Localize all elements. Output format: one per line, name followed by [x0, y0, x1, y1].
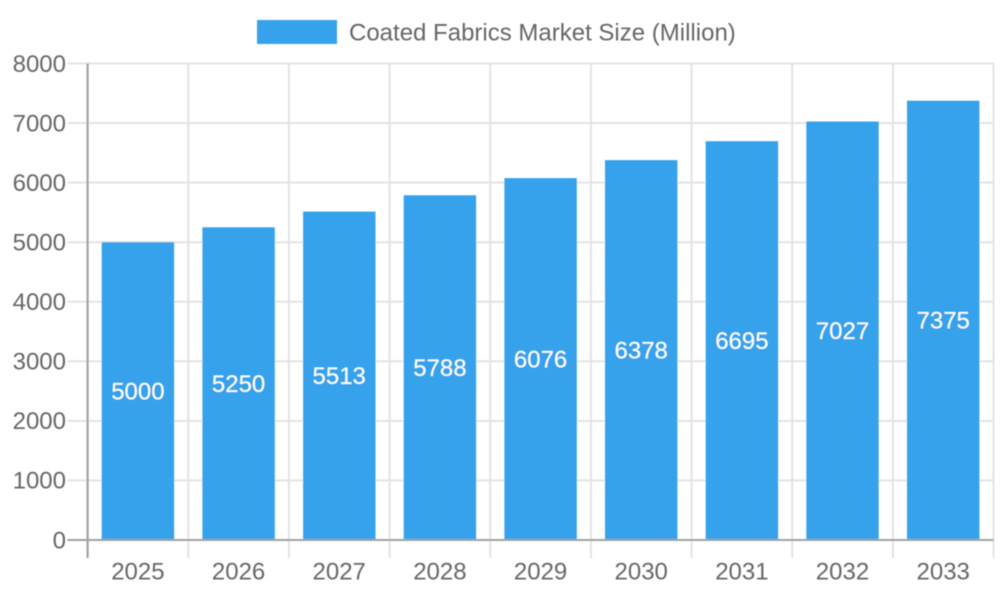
svg-text:2026: 2026: [212, 558, 265, 585]
svg-text:6076: 6076: [514, 346, 567, 373]
svg-text:2031: 2031: [715, 558, 768, 585]
svg-text:2033: 2033: [917, 558, 970, 585]
svg-text:2025: 2025: [111, 558, 164, 585]
svg-text:7375: 7375: [917, 308, 970, 335]
svg-text:7000: 7000: [13, 110, 66, 137]
svg-text:6695: 6695: [715, 328, 768, 355]
svg-text:8000: 8000: [13, 51, 66, 78]
svg-text:5513: 5513: [313, 363, 366, 390]
svg-text:6000: 6000: [13, 170, 66, 197]
svg-text:7027: 7027: [816, 318, 869, 345]
svg-text:5788: 5788: [413, 355, 466, 382]
svg-text:Coated Fabrics Market Size (Mi: Coated Fabrics Market Size (Million): [349, 19, 736, 46]
svg-text:2030: 2030: [615, 558, 668, 585]
svg-text:1000: 1000: [13, 468, 66, 495]
svg-text:2000: 2000: [13, 408, 66, 435]
svg-text:6378: 6378: [615, 337, 668, 364]
svg-text:2032: 2032: [816, 558, 869, 585]
svg-text:3000: 3000: [13, 349, 66, 376]
svg-text:5000: 5000: [111, 378, 164, 405]
svg-text:2027: 2027: [313, 558, 366, 585]
svg-text:5250: 5250: [212, 371, 265, 398]
svg-text:5000: 5000: [13, 230, 66, 257]
svg-text:2028: 2028: [413, 558, 466, 585]
svg-text:0: 0: [53, 527, 66, 554]
svg-text:2029: 2029: [514, 558, 567, 585]
svg-text:4000: 4000: [13, 289, 66, 316]
